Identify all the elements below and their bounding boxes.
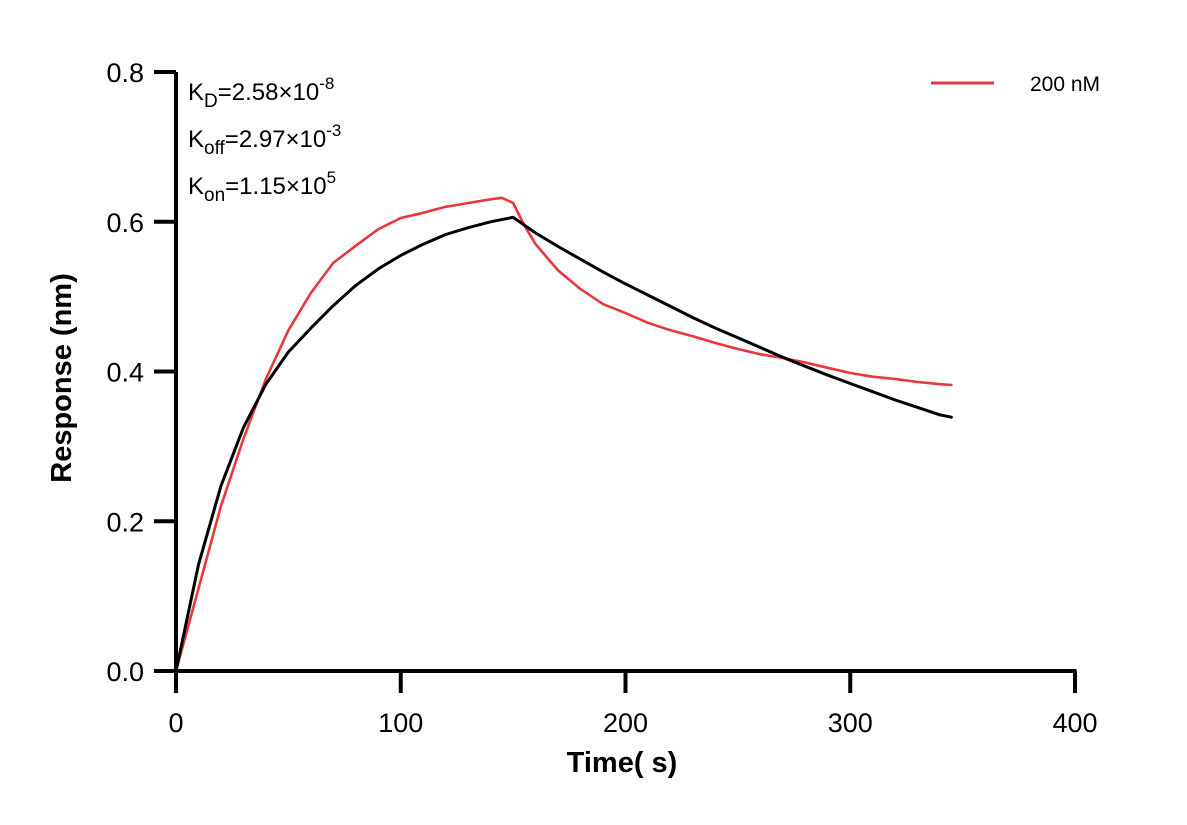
y-tick-label: 0.4 xyxy=(106,358,144,388)
annotations: KD=2.58×10-8 Koff=2.97×10-3 Kon=1.15×105 xyxy=(188,74,341,206)
kinetic-constant-D: KD=2.58×10-8 xyxy=(188,74,334,112)
y-tick-label: 0.2 xyxy=(106,507,144,537)
y-tick-label: 0.0 xyxy=(106,657,144,687)
legend-label: 200 nM xyxy=(1030,73,1100,96)
axes: 0.0 0.2 0.4 0.6 0.8 0 100 200 300 400 xyxy=(106,58,1097,738)
y-tick-label: 0.6 xyxy=(106,208,144,238)
kinetic-constant-off: Koff=2.97×10-3 xyxy=(188,121,341,159)
series-layer xyxy=(174,196,953,673)
x-tick-label: 400 xyxy=(1052,708,1097,738)
x-tick-label: 300 xyxy=(828,708,873,738)
y-tick-label: 0.8 xyxy=(106,58,144,88)
x-tick-label: 100 xyxy=(378,708,423,738)
y-axis-title: Response (nm) xyxy=(46,273,78,482)
kinetic-constant-on: Kon=1.15×105 xyxy=(188,168,336,206)
legend: 200 nM xyxy=(931,73,1100,96)
series-line-200nm xyxy=(174,196,953,673)
x-axis-title: Time( s) xyxy=(567,747,678,779)
x-tick-label: 200 xyxy=(603,708,648,738)
x-tick-label: 0 xyxy=(168,708,183,738)
fit-curve xyxy=(174,215,953,673)
